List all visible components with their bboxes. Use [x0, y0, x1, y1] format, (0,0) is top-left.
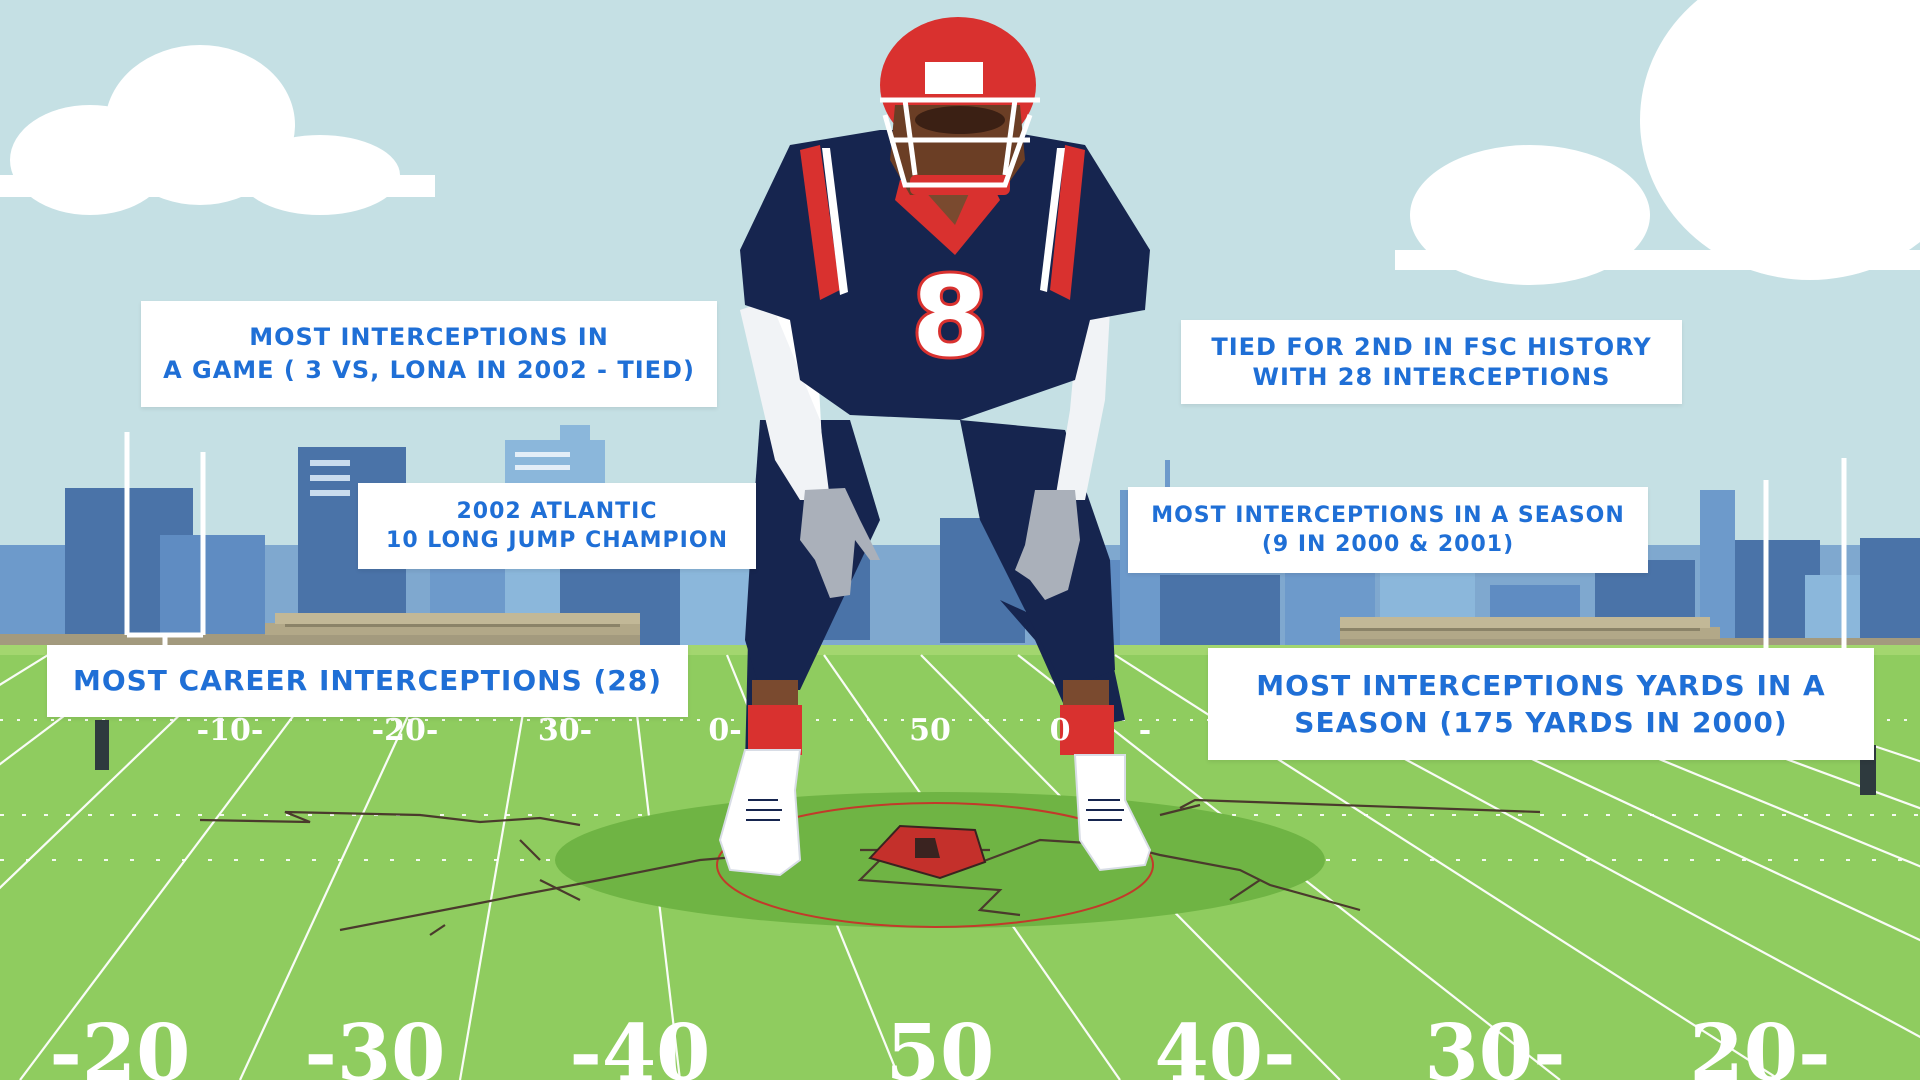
stat-card-long-jump-champion: 2002 ATLANTIC 10 LONG JUMP CHAMPION — [358, 483, 756, 569]
football-player: 8 — [718, 17, 1152, 877]
stat-card-line: 10 LONG JUMP CHAMPION — [386, 528, 728, 553]
yard-number-far-1: -10- — [197, 713, 264, 748]
field-numbers-near: -20 -30 -40 50 40- 30- 20- — [50, 1008, 1831, 1080]
cloud-left — [0, 45, 435, 215]
stat-card-line: MOST INTERCEPTIONS IN — [249, 323, 609, 351]
yard-number-near-7: 20- — [1690, 1008, 1831, 1080]
center-logo — [868, 824, 987, 880]
stat-card-line: (9 IN 2000 & 2001) — [1261, 532, 1515, 557]
yard-number-far-2: -20- — [372, 713, 439, 748]
stat-card-fsc-history: TIED FOR 2ND IN FSC HISTORY WITH 28 INTE… — [1181, 320, 1682, 404]
yard-number-far-7: - — [1139, 713, 1151, 748]
stat-card-line: SEASON (175 YARDS IN 2000) — [1294, 706, 1788, 739]
stat-card-career-interceptions: MOST CAREER INTERCEPTIONS (28) — [47, 645, 688, 717]
stat-card-line: MOST CAREER INTERCEPTIONS (28) — [72, 664, 663, 697]
midfield-circle — [716, 802, 1154, 928]
yard-number-far-6: 0 — [1050, 713, 1071, 748]
stat-card-line: MOST INTERCEPTIONS YARDS IN A — [1256, 669, 1826, 702]
stat-card-season-interceptions: MOST INTERCEPTIONS IN A SEASON (9 IN 200… — [1128, 487, 1648, 573]
stat-card-most-interceptions-game: MOST INTERCEPTIONS IN A GAME ( 3 VS, LON… — [141, 301, 717, 407]
goal-post-right — [1763, 458, 1847, 660]
stat-card-interception-yards: MOST INTERCEPTIONS YARDS IN A SEASON (17… — [1208, 648, 1874, 760]
yard-number-near-3: -40 — [570, 1008, 711, 1080]
yard-number-near-4: 50 — [886, 1008, 995, 1080]
yard-number-near-2: -30 — [305, 1008, 446, 1080]
cloud-right — [1395, 0, 1920, 285]
yard-number-near-6: 30- — [1425, 1008, 1566, 1080]
bleachers-left — [0, 613, 640, 646]
stat-card-line: A GAME ( 3 VS, LONA IN 2002 - TIED) — [163, 356, 695, 384]
stat-card-line: WITH 28 INTERCEPTIONS — [1252, 363, 1611, 391]
field-numbers-far: -10- -20- 30- 0- 50 0 - — [197, 713, 1152, 748]
stat-card-line: 2002 ATLANTIC — [456, 499, 658, 524]
stat-card-line: MOST INTERCEPTIONS IN A SEASON — [1151, 503, 1625, 528]
yard-number-far-4: 0- — [708, 713, 741, 748]
jersey-number: 8 — [912, 253, 989, 381]
yard-number-near-5: 40- — [1155, 1008, 1296, 1080]
bleachers-right — [1340, 617, 1920, 648]
yard-number-near-1: -20 — [50, 1008, 191, 1080]
yard-number-far-3: 30- — [538, 713, 592, 748]
stat-card-line: TIED FOR 2ND IN FSC HISTORY — [1211, 333, 1652, 361]
yard-number-far-5: 50 — [909, 713, 951, 748]
